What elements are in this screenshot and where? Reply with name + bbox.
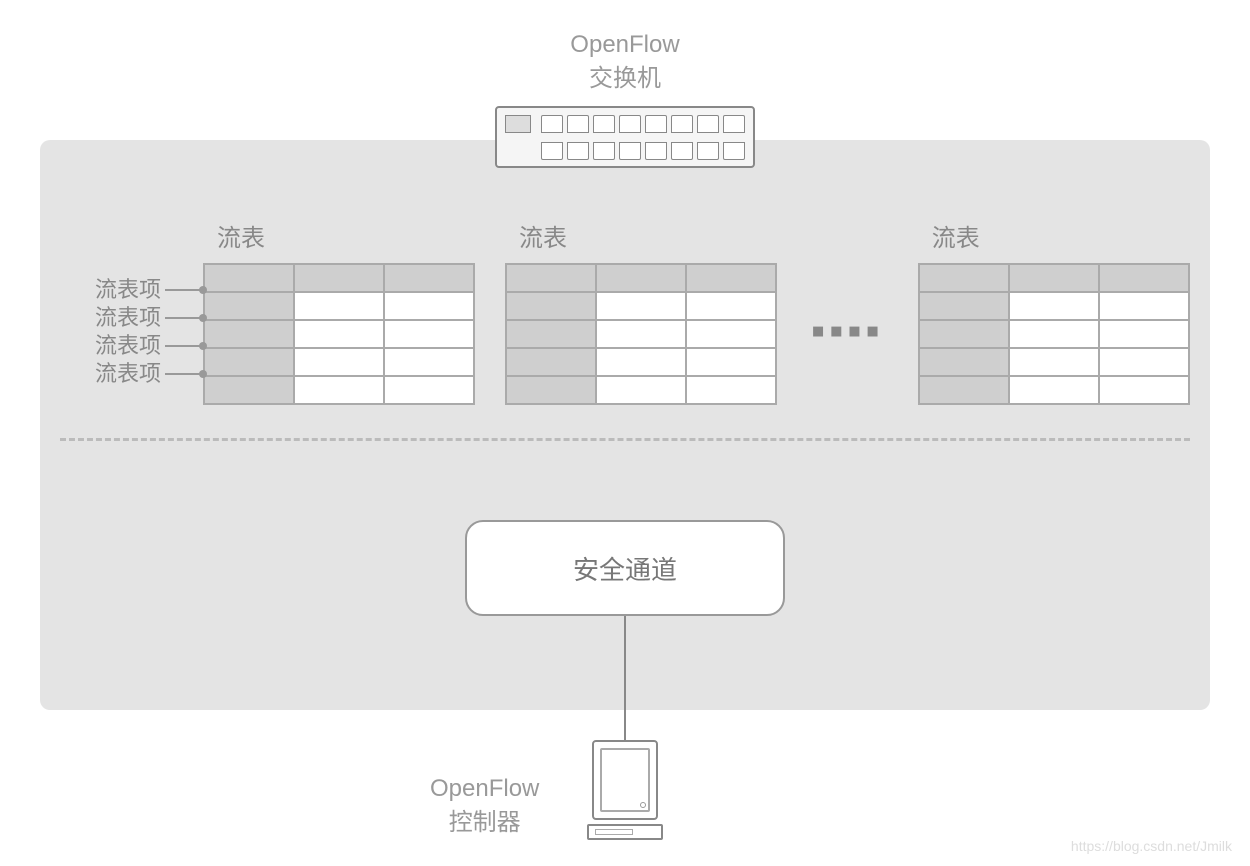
switch-title: OpenFlow 交换机 <box>570 28 679 95</box>
flow-entry-label-text: 流表项 <box>95 276 161 304</box>
leader-line <box>165 373 203 375</box>
leader-line <box>165 345 203 347</box>
flow-table-title: 流表 <box>932 218 1190 253</box>
flow-entry-label: 流表项 <box>95 304 203 332</box>
switch-icon <box>495 106 755 168</box>
switch-port <box>541 115 563 133</box>
switch-port <box>671 142 693 160</box>
title-line2: 交换机 <box>570 62 679 96</box>
leader-line <box>165 317 203 319</box>
switch-port <box>697 142 719 160</box>
switch-port <box>619 115 641 133</box>
flow-table-title: 流表 <box>217 218 475 253</box>
secure-channel-box: 安全通道 <box>465 520 785 616</box>
controller-button-icon <box>640 802 646 808</box>
controller-slot <box>595 829 633 835</box>
flow-table-block: 流表 <box>918 218 1190 405</box>
controller-tower <box>592 740 658 820</box>
switch-port <box>567 142 589 160</box>
controller-title-line1: OpenFlow <box>430 772 539 806</box>
switch-port <box>593 115 615 133</box>
switch-port <box>645 142 667 160</box>
flow-entry-label: 流表项 <box>95 360 203 388</box>
switch-port <box>541 142 563 160</box>
switch-port <box>567 115 589 133</box>
title-line1: OpenFlow <box>570 28 679 62</box>
flow-entry-label-text: 流表项 <box>95 360 161 388</box>
dashed-separator <box>60 438 1190 441</box>
flow-table <box>505 263 777 405</box>
switch-port <box>593 142 615 160</box>
controller-title: OpenFlow 控制器 <box>430 772 539 839</box>
flow-entry-label-text: 流表项 <box>95 332 161 360</box>
flow-table <box>918 263 1190 405</box>
controller-base <box>587 824 663 840</box>
flow-entry-label-text: 流表项 <box>95 304 161 332</box>
secure-channel-label: 安全通道 <box>573 550 677 587</box>
continuation-dots: ▪▪▪▪ <box>807 309 888 354</box>
flow-table-block: 流表 <box>203 218 475 405</box>
flow-entry-label: 流表项 <box>95 276 203 304</box>
flow-tables-area: 流表项 流表项 流表项 流表项 流表 <box>95 218 1195 405</box>
flow-table <box>203 263 475 405</box>
switch-port <box>723 115 745 133</box>
controller-icon <box>592 740 658 844</box>
switch-port <box>645 115 667 133</box>
flow-entry-labels: 流表项 流表项 流表项 流表项 <box>95 276 203 388</box>
flow-tables-row: 流表 流表 <box>203 218 1190 405</box>
connector-line <box>624 616 626 740</box>
switch-port <box>697 115 719 133</box>
switch-led-panel <box>505 115 531 133</box>
controller-title-line2: 控制器 <box>430 806 539 840</box>
flow-table-title: 流表 <box>519 218 777 253</box>
diagram-canvas: OpenFlow 交换机 <box>0 0 1250 866</box>
flow-table-block: 流表 <box>505 218 777 405</box>
switch-port <box>671 115 693 133</box>
switch-port-row-bottom <box>505 139 745 162</box>
watermark-text: https://blog.csdn.net/Jmilk <box>1071 838 1232 854</box>
switch-port <box>619 142 641 160</box>
leader-line <box>165 289 203 291</box>
switch-port-row-top <box>505 112 745 135</box>
flow-entry-label: 流表项 <box>95 332 203 360</box>
switch-port <box>723 142 745 160</box>
